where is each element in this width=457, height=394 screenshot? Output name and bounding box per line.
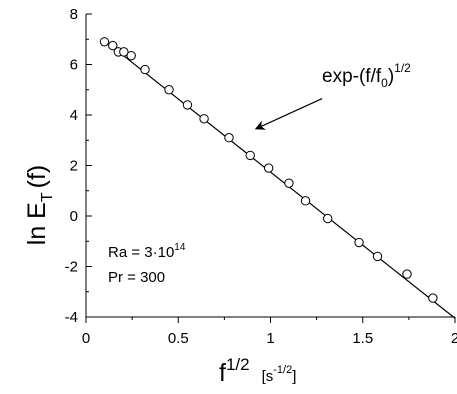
x-label-base: f	[219, 359, 226, 387]
data-point	[263, 163, 274, 173]
y-tick-label: 0	[70, 208, 78, 225]
y-ticks: -4 -2 0 2 4 6 8	[65, 6, 92, 326]
data-point	[182, 100, 193, 110]
y-label-suffix: (f)	[23, 165, 51, 189]
param-pr-text: Pr = 300	[108, 269, 165, 286]
x-tick-label: 2	[451, 330, 457, 347]
y-label-prefix: ln E	[23, 202, 51, 245]
y-tick-label: 6	[70, 57, 78, 74]
data-point	[428, 293, 438, 303]
param-ra-sup: 14	[174, 242, 186, 253]
data-points	[99, 37, 438, 303]
data-point	[199, 114, 209, 124]
data-point	[224, 133, 234, 143]
data-point	[108, 40, 118, 51]
y-tick-label: 8	[70, 6, 78, 23]
data-point	[322, 213, 333, 224]
param-ra: Ra = 3·1014	[108, 242, 186, 261]
data-point	[164, 85, 174, 95]
param-pr: Pr = 300	[108, 269, 165, 286]
fit-label-close: )	[388, 66, 394, 87]
data-point	[402, 269, 412, 279]
x-axis-label: f1/2 [s-1/2]	[219, 355, 296, 387]
data-point	[300, 196, 311, 206]
y-tick-label: 2	[70, 158, 78, 175]
param-ra-text: Ra = 3·10	[108, 244, 174, 261]
fit-arrow	[254, 98, 323, 130]
x-tick-label: 1	[266, 330, 274, 347]
fit-label-sup: 1/2	[394, 61, 411, 75]
x-tick-label: 0.5	[168, 330, 189, 347]
data-point	[354, 237, 364, 248]
data-point	[372, 251, 383, 262]
data-point	[119, 47, 129, 57]
data-point	[284, 178, 294, 188]
x-ticks: 0 0.5 1 1.5 2	[82, 317, 457, 347]
y-label-sub: T	[39, 192, 56, 202]
y-tick-label: -2	[65, 259, 78, 276]
x-label-unit-close: ]	[292, 368, 296, 385]
x-label-sup: 1/2	[226, 355, 250, 374]
x-tick-label: 0	[82, 330, 90, 347]
fit-label-sub: 0	[381, 76, 388, 90]
data-point	[99, 37, 110, 47]
y-axis-label: ln ET (f)	[23, 165, 56, 245]
fit-label-prefix: exp-(f/f	[322, 66, 382, 87]
y-tick-label: 4	[70, 107, 78, 124]
x-tick-label: 1.5	[352, 330, 373, 347]
fit-line	[104, 40, 456, 319]
x-label-unit-open: [s	[262, 368, 274, 385]
x-label-unit-sup: -1/2	[273, 364, 292, 376]
data-point	[140, 64, 150, 75]
y-tick-label: -4	[65, 309, 78, 326]
data-point	[245, 150, 255, 161]
fit-label: exp-(f/f0)1/2	[322, 61, 411, 90]
data-point	[126, 50, 136, 61]
fit-line-group	[104, 40, 456, 319]
